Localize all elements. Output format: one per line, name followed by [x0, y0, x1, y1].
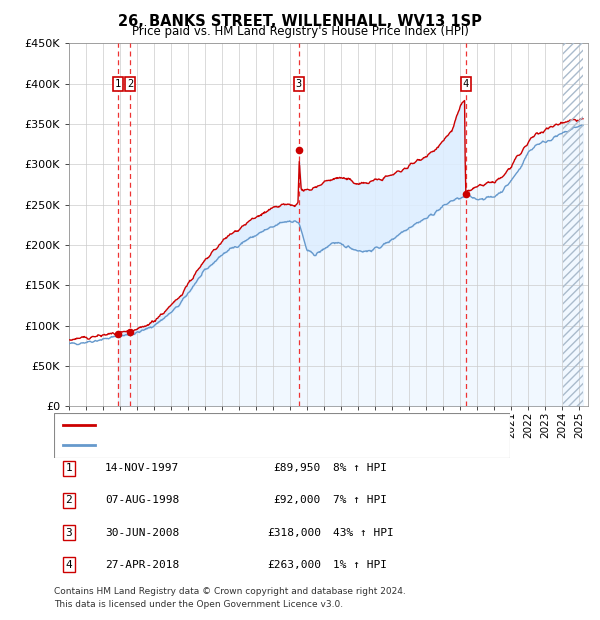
Text: 26, BANKS STREET, WILLENHALL, WV13 1SP: 26, BANKS STREET, WILLENHALL, WV13 1SP — [118, 14, 482, 29]
Text: £318,000: £318,000 — [267, 528, 321, 538]
Text: 14-NOV-1997: 14-NOV-1997 — [105, 463, 179, 473]
Text: This data is licensed under the Open Government Licence v3.0.: This data is licensed under the Open Gov… — [54, 600, 343, 609]
Text: £92,000: £92,000 — [274, 495, 321, 505]
Text: 30-JUN-2008: 30-JUN-2008 — [105, 528, 179, 538]
Text: 8% ↑ HPI: 8% ↑ HPI — [333, 463, 387, 473]
Text: 27-APR-2018: 27-APR-2018 — [105, 560, 179, 570]
Text: £263,000: £263,000 — [267, 560, 321, 570]
Text: 1: 1 — [65, 463, 73, 473]
Text: 7% ↑ HPI: 7% ↑ HPI — [333, 495, 387, 505]
Text: 3: 3 — [296, 79, 302, 89]
Text: 2: 2 — [65, 495, 73, 505]
Text: 1: 1 — [115, 79, 121, 89]
Text: 2: 2 — [127, 79, 133, 89]
Text: 26, BANKS STREET, WILLENHALL, WV13 1SP (detached house): 26, BANKS STREET, WILLENHALL, WV13 1SP (… — [104, 420, 429, 430]
Text: 4: 4 — [65, 560, 73, 570]
Text: 4: 4 — [463, 79, 469, 89]
Text: £89,950: £89,950 — [274, 463, 321, 473]
Text: 3: 3 — [65, 528, 73, 538]
Text: Price paid vs. HM Land Registry's House Price Index (HPI): Price paid vs. HM Land Registry's House … — [131, 25, 469, 38]
Text: HPI: Average price, detached house, Walsall: HPI: Average price, detached house, Wals… — [104, 440, 334, 450]
Text: Contains HM Land Registry data © Crown copyright and database right 2024.: Contains HM Land Registry data © Crown c… — [54, 587, 406, 596]
Text: 1% ↑ HPI: 1% ↑ HPI — [333, 560, 387, 570]
Text: 07-AUG-1998: 07-AUG-1998 — [105, 495, 179, 505]
Text: 43% ↑ HPI: 43% ↑ HPI — [333, 528, 394, 538]
